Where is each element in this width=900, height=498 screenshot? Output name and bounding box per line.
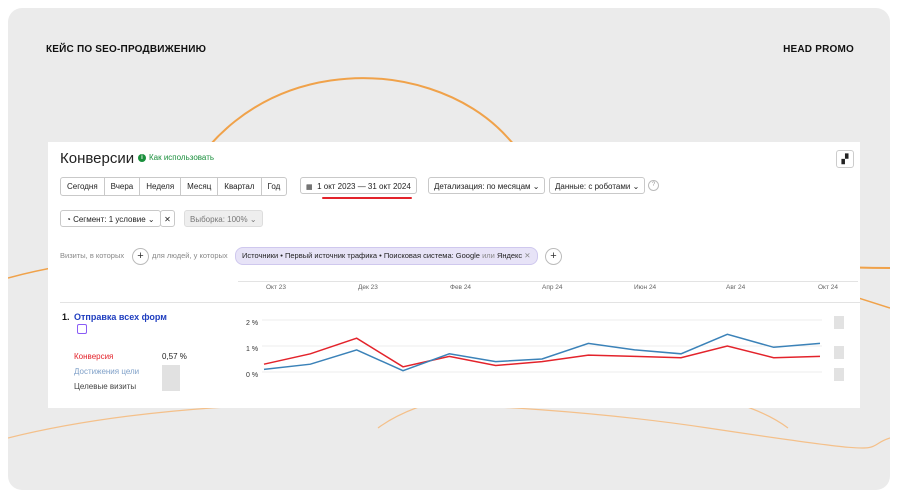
segment-label: Сегмент: 1 условие [73,215,146,224]
goal-number: 1. [62,312,70,322]
period-week[interactable]: Неделя [140,178,182,195]
calendar-icon: ▦ [306,184,313,191]
scroll-marker [834,346,844,359]
visits-label: Визиты, в которых [60,251,125,260]
conversion-chart [262,319,822,373]
pie-chart-icon: ◔ [66,215,71,224]
chevron-down-icon: ⌄ [147,215,155,224]
y-tick-label: 0 % [246,372,259,379]
series-line-blue [263,333,821,372]
blurred-values [162,365,180,391]
filter-or: или [482,251,495,260]
metric-conversion: Конверсия [74,352,114,361]
page-title: Конверсии [60,150,135,167]
y-tick-label: 2 % [246,320,259,327]
detail-select[interactable]: Детализация: по месяцам ⌄ [428,177,546,194]
help-icon[interactable]: ? [648,180,659,191]
x-tick-label: Окт 24 [818,284,838,291]
close-icon[interactable]: ✕ [524,251,531,260]
chevron-down-icon: ⌄ [532,182,540,191]
series-line-conversion [263,337,821,368]
period-quarter[interactable]: Квартал [218,178,262,195]
segment-select[interactable]: ◔ Сегмент: 1 условие ⌄ [60,210,161,227]
conversion-value: 0,57 % [162,352,187,361]
divider [60,302,860,303]
howto-label: Как использовать [149,153,215,162]
data-select[interactable]: Данные: с роботами ⌄ [549,177,646,194]
period-buttons: Сегодня Вчера Неделя Месяц Квартал Год [60,177,288,196]
x-tick-label: Окт 23 [266,284,286,291]
date-underline [322,197,412,199]
x-tick-label: Июн 24 [634,284,657,291]
period-year[interactable]: Год [267,182,281,191]
filter-chip-label: Источники • Первый источник трафика • По… [242,251,480,260]
date-range-button[interactable]: ▦ 1 окт 2023 — 31 окт 2024 [300,177,417,194]
goal-link[interactable]: Отправка всех форм [74,312,167,322]
segment-clear-button[interactable]: ✕ [160,210,175,227]
scroll-marker [834,316,844,329]
howto-link[interactable]: i Как использовать [138,153,214,162]
period-yesterday[interactable]: Вчера [105,178,141,195]
metric-target-visits: Целевые визиты [74,382,137,391]
x-tick-label: Дек 23 [358,284,378,291]
people-label: для людей, у которых [152,251,228,260]
widget-menu-button[interactable]: ▞ [836,150,854,168]
period-today[interactable]: Сегодня [61,178,105,195]
scroll-marker [834,368,844,381]
chevron-down-icon: ⌄ [632,182,640,191]
metric-goal-reaches: Достижения цели [74,367,140,376]
add-visit-condition-button[interactable]: + [132,248,149,265]
add-people-condition-button[interactable]: + [545,248,562,265]
filter-chip[interactable]: Источники • Первый источник трафика • По… [235,247,538,265]
y-tick-label: 1 % [246,346,259,353]
date-range-label: 1 окт 2023 — 31 окт 2024 [317,182,411,191]
case-title: КЕЙС ПО SEO-ПРОДВИЖЕНИЮ [46,44,207,55]
x-tick-label: Апр 24 [542,284,563,291]
data-label: Данные: с роботами [555,182,631,191]
chevron-down-icon: ⌄ [249,215,257,224]
period-month[interactable]: Месяц [181,178,219,195]
report-panel: Конверсии i Как использовать ▞ Сегодня В… [48,142,860,408]
x-tick-label: Фев 24 [450,284,472,291]
x-tick-label: Авг 24 [726,284,746,291]
timeline-axis [238,281,858,282]
filter-chip-end: Яндекс [496,251,523,260]
goal-type-icon [77,324,87,334]
sample-select[interactable]: Выборка: 100% ⌄ [184,210,263,227]
detail-label: Детализация: по месяцам [434,182,531,191]
brand-name: HEAD PROMO [783,44,854,55]
info-icon: i [138,153,146,162]
sample-label: Выборка: 100% [190,215,248,224]
